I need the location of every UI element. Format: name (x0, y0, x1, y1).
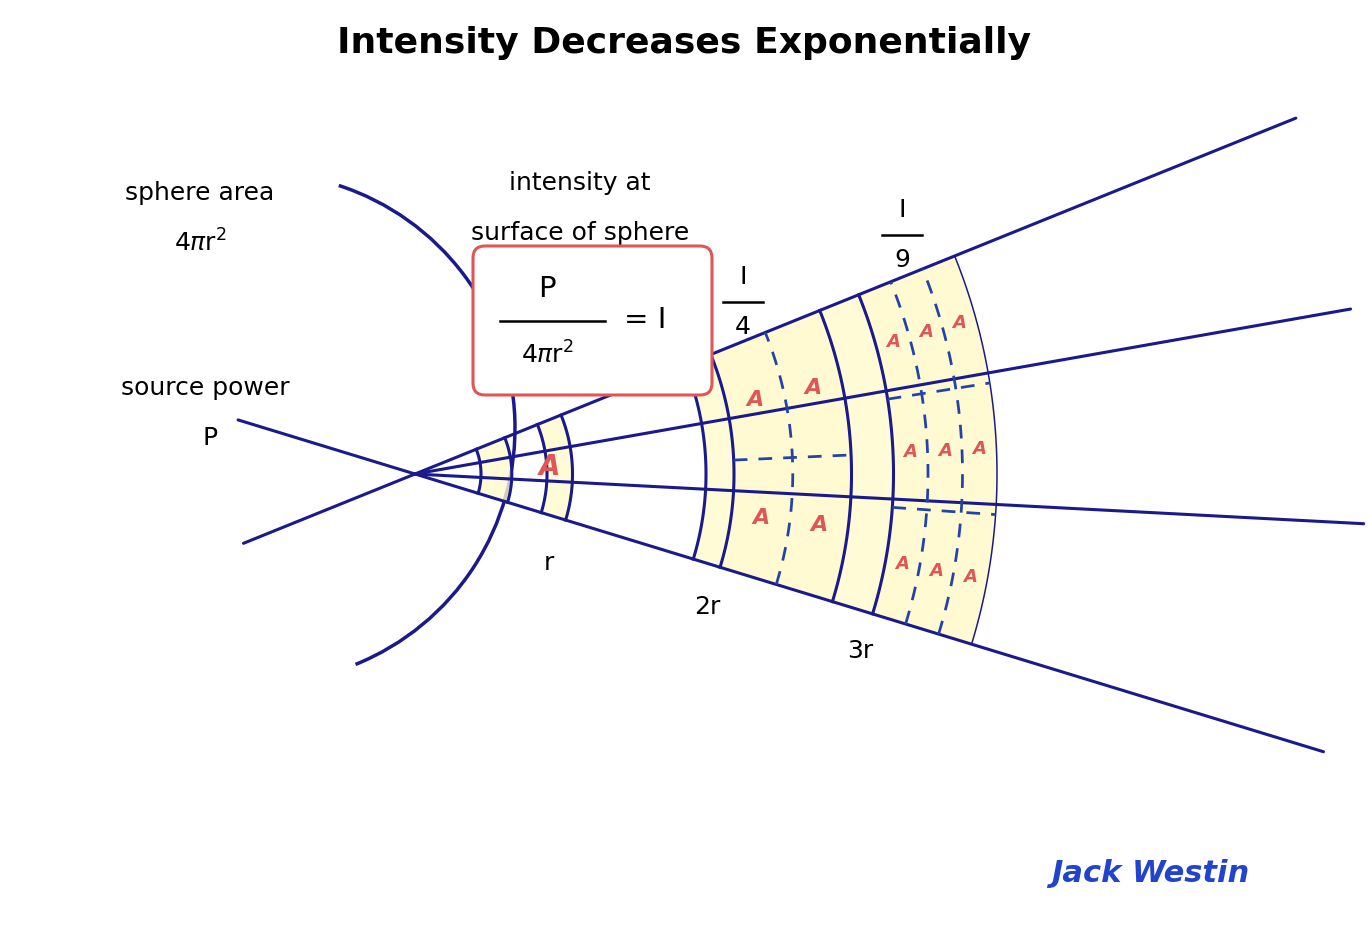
Text: A: A (919, 323, 933, 341)
Text: 4: 4 (735, 315, 751, 338)
Polygon shape (711, 311, 851, 602)
Text: I: I (640, 373, 647, 396)
Polygon shape (538, 415, 572, 520)
Polygon shape (859, 256, 997, 644)
Text: P: P (538, 275, 555, 303)
Text: surface of sphere: surface of sphere (471, 221, 689, 245)
Text: = I: = I (624, 306, 666, 335)
Text: 2r: 2r (694, 594, 720, 619)
Text: I: I (740, 264, 747, 288)
Text: A: A (938, 442, 952, 460)
Text: A: A (973, 441, 986, 459)
Text: Intensity Decreases Exponentially: Intensity Decreases Exponentially (337, 26, 1031, 60)
Polygon shape (685, 355, 735, 567)
Text: A: A (747, 390, 765, 410)
Text: r: r (543, 551, 554, 574)
Text: A: A (929, 561, 944, 579)
Text: A: A (963, 568, 977, 586)
Text: 9: 9 (895, 248, 910, 272)
Text: 4$\pi$r$^2$: 4$\pi$r$^2$ (521, 342, 573, 369)
Text: A: A (810, 516, 828, 536)
Text: A: A (539, 453, 561, 482)
Text: A: A (952, 314, 966, 332)
Text: intensity at: intensity at (509, 171, 651, 195)
FancyBboxPatch shape (473, 246, 711, 395)
Text: source power: source power (120, 376, 289, 400)
Text: sphere area: sphere area (126, 181, 275, 205)
Text: A: A (752, 508, 769, 528)
Text: 3r: 3r (847, 639, 873, 663)
Polygon shape (819, 295, 893, 614)
Text: A: A (903, 444, 917, 462)
Text: 4$\pi$r$^2$: 4$\pi$r$^2$ (174, 229, 227, 257)
Text: P: P (202, 426, 218, 450)
Text: A: A (896, 556, 910, 574)
Text: A: A (804, 377, 821, 397)
Polygon shape (476, 438, 512, 502)
Text: A: A (886, 333, 900, 351)
Text: I: I (899, 198, 906, 223)
Text: Jack Westin: Jack Westin (1051, 859, 1249, 887)
